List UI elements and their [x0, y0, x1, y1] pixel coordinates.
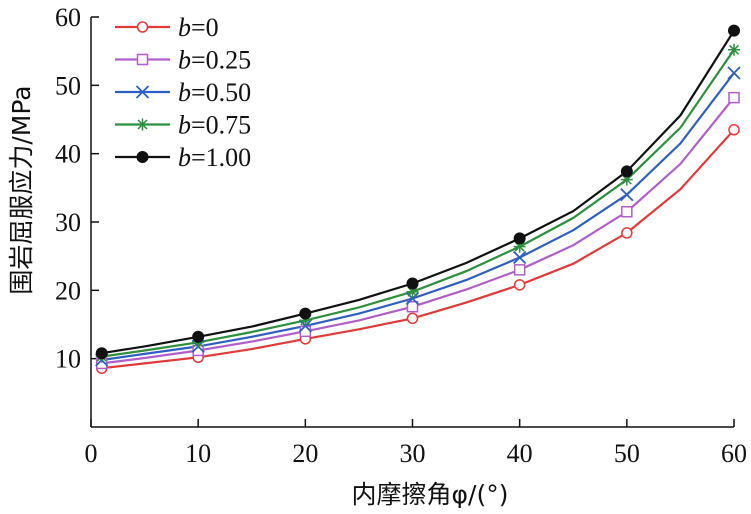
y-tick-label: 20 [55, 276, 81, 305]
data-point [621, 206, 633, 218]
x-axis-title: 内摩擦角φ/(°) [352, 480, 509, 509]
data-point [406, 300, 419, 313]
data-point [405, 291, 420, 306]
x-tick-label: 20 [292, 439, 318, 468]
legend-label: b=1.00 [178, 143, 251, 172]
x-tick-label: 10 [185, 439, 211, 468]
legend-label: b=0.50 [178, 78, 251, 107]
data-point [406, 277, 419, 290]
data-point [728, 124, 740, 136]
x-tick-label: 50 [614, 439, 640, 468]
x-tick-label: 30 [400, 439, 426, 468]
data-point [406, 285, 419, 298]
data-point [728, 91, 740, 104]
y-tick-label: 10 [55, 345, 81, 374]
legend-marker [136, 21, 149, 33]
y-tick-label: 60 [55, 3, 81, 32]
data-point [513, 279, 526, 291]
data-point [299, 314, 312, 327]
legend-marker [136, 118, 149, 131]
legend-label: b=0.75 [178, 111, 251, 140]
y-tick-label: 50 [55, 71, 81, 100]
data-point [620, 188, 634, 202]
data-point [299, 307, 312, 320]
y-tick-label: 30 [55, 208, 81, 237]
data-point [620, 165, 633, 178]
y-tick-label: 40 [55, 140, 81, 169]
data-point [406, 312, 419, 325]
x-tick-label: 0 [85, 439, 98, 468]
y-axis-title: 围岩屈服应力/MPa [7, 85, 36, 294]
data-point [513, 250, 527, 265]
data-point [513, 264, 526, 276]
series-markers [95, 24, 741, 374]
chart-ticks: 0 10 20 30 40 50 60 10 20 30 40 50 60 [55, 3, 747, 468]
x-tick-label: 40 [507, 439, 533, 468]
data-point [299, 325, 312, 338]
legend-marker [136, 53, 149, 66]
data-point [192, 330, 205, 343]
data-point [728, 24, 740, 37]
legend-label: b=0.25 [178, 46, 251, 75]
legend-marker [135, 85, 150, 99]
data-point [727, 66, 741, 80]
data-point [513, 240, 526, 253]
data-point [513, 232, 526, 245]
data-point [95, 347, 108, 360]
legend-marker [136, 151, 149, 163]
x-tick-label: 60 [721, 439, 747, 468]
legend: b=0 b=0.25 b=0.50 b=0.75 b=1.00 [115, 13, 251, 172]
data-point [728, 43, 740, 56]
legend-label: b=0 [178, 13, 219, 42]
data-point [620, 173, 633, 186]
data-point [621, 227, 633, 239]
